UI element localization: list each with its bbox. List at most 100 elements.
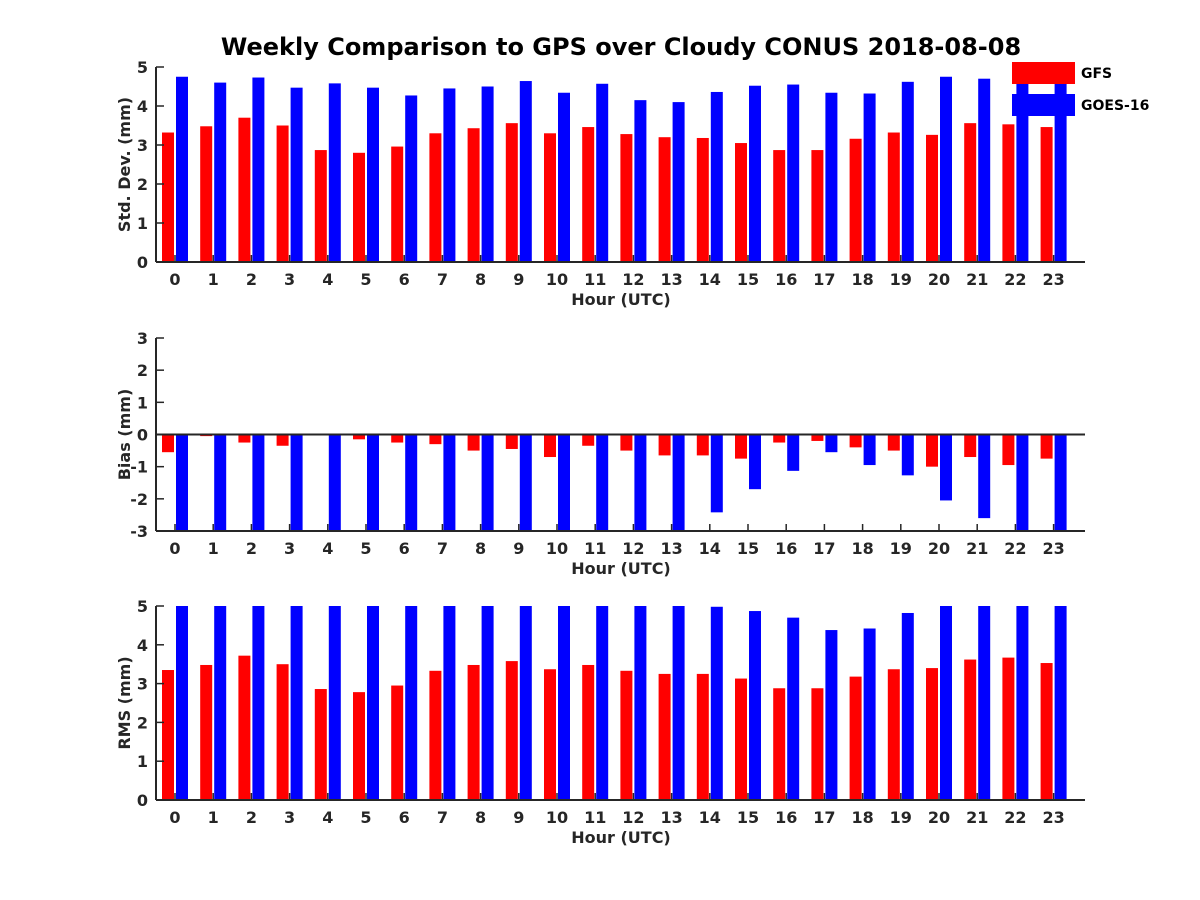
bar-gfs-hour-5	[353, 152, 365, 262]
bar-goes16-hour-20	[940, 76, 952, 262]
x-tick-label: 18	[851, 808, 873, 827]
bar-goes16-hour-18	[863, 434, 876, 466]
x-tick-label: 20	[928, 539, 950, 558]
y-tick-label: 0	[137, 426, 148, 445]
bar-goes16-hour-17	[825, 434, 838, 453]
legend-swatch-goes16	[1012, 94, 1075, 116]
bar-goes16-hour-8	[481, 434, 494, 531]
y-axis-label: Std. Dev. (mm)	[115, 97, 134, 232]
bar-gfs-hour-23	[1040, 434, 1053, 459]
bar-goes16-hour-15	[749, 85, 761, 262]
bar-gfs-hour-10	[544, 669, 556, 800]
bar-goes16-hour-15	[749, 611, 761, 800]
x-tick-label: 4	[322, 539, 333, 558]
x-tick-label: 8	[475, 270, 486, 289]
bar-gfs-hour-15	[735, 678, 747, 800]
x-tick-label: 11	[584, 270, 606, 289]
y-tick-label: 3	[137, 136, 148, 155]
bar-gfs-hour-6	[391, 685, 404, 800]
x-tick-label: 12	[622, 808, 644, 827]
x-tick-label: 13	[660, 808, 682, 827]
y-axis-label: Bias (mm)	[115, 389, 134, 481]
bar-goes16-hour-1	[214, 434, 227, 531]
bar-gfs-hour-16	[773, 688, 786, 800]
bar-goes16-hour-14	[710, 434, 723, 513]
bar-gfs-hour-22	[1002, 124, 1015, 262]
x-tick-label: 1	[208, 539, 219, 558]
bar-gfs-hour-0	[162, 434, 174, 453]
bar-gfs-hour-14	[696, 137, 709, 262]
x-tick-label: 21	[966, 808, 988, 827]
bar-goes16-hour-23	[1054, 81, 1067, 262]
bar-goes16-hour-4	[328, 434, 341, 531]
x-tick-label: 0	[169, 270, 180, 289]
x-tick-label: 18	[851, 539, 873, 558]
bar-goes16-hour-1	[214, 606, 227, 800]
x-tick-label: 14	[699, 539, 721, 558]
bar-goes16-hour-12	[634, 434, 647, 531]
x-tick-label: 2	[246, 270, 257, 289]
x-axis-label: Hour (UTC)	[571, 559, 671, 578]
bar-gfs-hour-22	[1002, 434, 1015, 466]
x-tick-label: 12	[622, 539, 644, 558]
x-tick-label: 6	[399, 539, 410, 558]
bar-gfs-hour-14	[696, 434, 709, 456]
x-tick-label: 14	[699, 270, 721, 289]
x-tick-label: 18	[851, 270, 873, 289]
x-tick-label: 9	[513, 808, 524, 827]
bar-gfs-hour-20	[926, 134, 938, 262]
x-tick-label: 7	[437, 270, 448, 289]
bar-goes16-hour-3	[290, 606, 303, 800]
y-tick-label: 2	[137, 175, 148, 194]
bar-gfs-hour-8	[467, 128, 480, 262]
bar-gfs-hour-10	[544, 133, 556, 262]
bar-goes16-hour-22	[1016, 434, 1029, 531]
legend-swatch-gfs	[1012, 62, 1075, 84]
bar-goes16-hour-18	[863, 93, 876, 263]
bar-goes16-hour-13	[672, 434, 685, 531]
bar-goes16-hour-7	[443, 606, 456, 800]
bar-gfs-hour-15	[735, 143, 747, 262]
x-tick-label: 4	[322, 270, 333, 289]
bar-goes16-hour-5	[367, 87, 379, 262]
bar-gfs-hour-21	[964, 123, 977, 262]
bar-gfs-hour-15	[735, 434, 747, 459]
bar-gfs-hour-4	[314, 689, 327, 800]
bar-goes16-hour-0	[176, 606, 188, 800]
x-tick-label: 21	[966, 539, 988, 558]
bar-goes16-hour-12	[634, 100, 647, 263]
bar-gfs-hour-2	[238, 434, 251, 443]
x-tick-label: 23	[1042, 270, 1064, 289]
bar-gfs-hour-1	[200, 664, 213, 800]
legend-label-goes16: GOES-16	[1081, 98, 1149, 114]
bar-gfs-hour-1	[200, 126, 213, 262]
bar-gfs-hour-20	[926, 434, 938, 467]
y-axis-label: RMS (mm)	[115, 656, 134, 749]
x-tick-label: 17	[813, 270, 835, 289]
bar-gfs-hour-10	[544, 434, 556, 458]
x-tick-label: 22	[1004, 808, 1026, 827]
bar-gfs-hour-8	[467, 434, 480, 451]
x-tick-label: 17	[813, 808, 835, 827]
x-tick-label: 19	[890, 270, 912, 289]
x-tick-label: 16	[775, 539, 797, 558]
y-tick-label: 2	[137, 361, 148, 380]
bar-goes16-hour-18	[863, 628, 876, 800]
bar-gfs-hour-22	[1002, 657, 1015, 800]
y-tick-label: 4	[137, 97, 148, 116]
x-tick-label: 8	[475, 539, 486, 558]
legend-label-gfs: GFS	[1081, 66, 1112, 82]
bar-goes16-hour-22	[1016, 80, 1029, 263]
bar-gfs-hour-11	[582, 127, 595, 262]
x-tick-label: 12	[622, 270, 644, 289]
y-tick-label: 4	[137, 636, 148, 655]
bar-goes16-hour-0	[176, 76, 188, 262]
bar-gfs-hour-6	[391, 434, 404, 443]
x-tick-label: 9	[513, 270, 524, 289]
y-tick-label: 1	[137, 752, 148, 771]
bar-goes16-hour-21	[978, 78, 991, 262]
bar-gfs-hour-17	[811, 434, 824, 441]
